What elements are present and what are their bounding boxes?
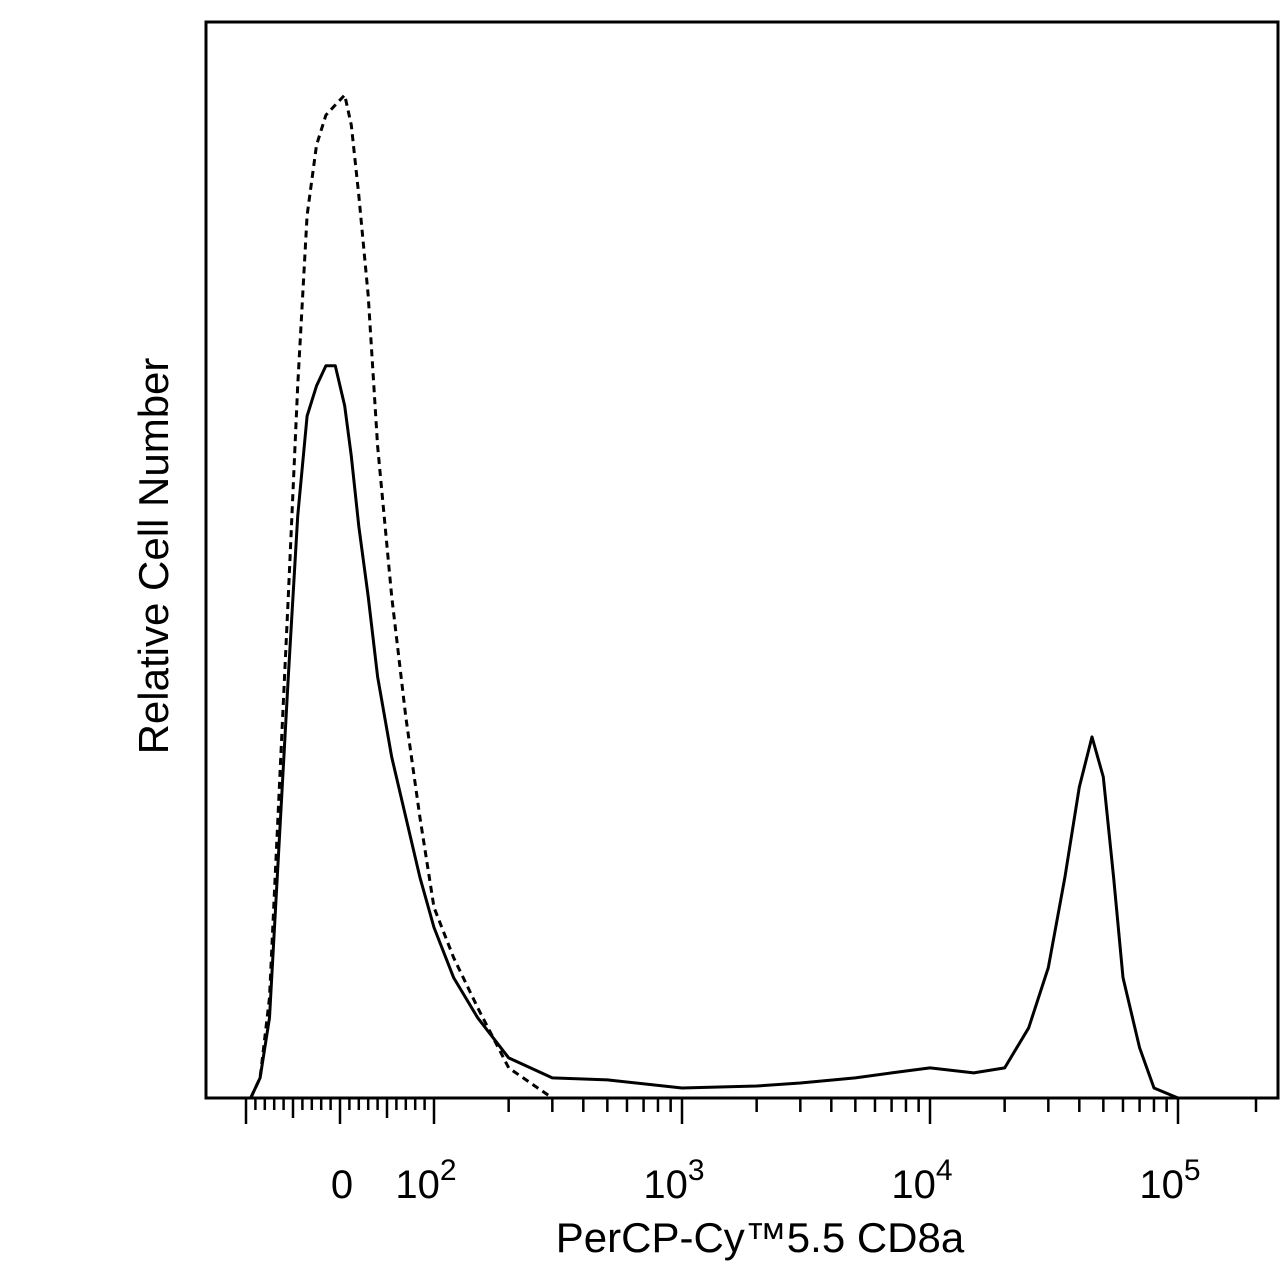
stained-histogram-line: [249, 364, 1179, 1100]
y-axis-title: Relative Cell Number: [130, 358, 177, 755]
control-histogram-line: [249, 93, 1222, 1100]
x-axis-ticks: [244, 1098, 1258, 1124]
x-tick-label: 105: [1139, 1154, 1200, 1207]
histogram-curves: [249, 93, 1222, 1100]
x-tick-label: 103: [643, 1154, 704, 1207]
x-tick-label: 0: [331, 1163, 353, 1207]
plot-frame: [204, 20, 1280, 1100]
x-axis-tick-labels: 0 102 103 104 105: [331, 1154, 1201, 1207]
x-tick-label: 102: [395, 1154, 456, 1207]
x-axis-title: PerCP-Cy™5.5 CD8a: [556, 1214, 965, 1261]
x-tick-label: 104: [891, 1154, 952, 1207]
